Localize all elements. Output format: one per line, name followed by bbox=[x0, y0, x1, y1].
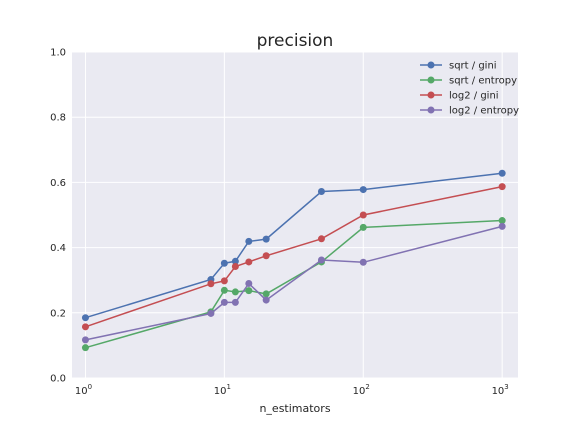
data-point bbox=[81, 323, 89, 331]
legend-marker bbox=[427, 76, 435, 84]
x-tick-label: 103 bbox=[492, 383, 509, 397]
x-tick-base: 10 bbox=[353, 386, 366, 397]
x-tick-exponent: 2 bbox=[365, 383, 369, 391]
x-tick-exponent: 0 bbox=[88, 383, 92, 391]
data-point bbox=[81, 344, 89, 352]
x-tick-base: 10 bbox=[214, 386, 227, 397]
x-tick-base: 10 bbox=[75, 386, 88, 397]
data-point bbox=[81, 336, 89, 344]
data-point bbox=[231, 298, 239, 306]
y-tick-label: 1.0 bbox=[50, 48, 66, 59]
series-2 bbox=[81, 183, 506, 331]
y-tick-label: 0.4 bbox=[50, 243, 66, 254]
x-tick-exponent: 3 bbox=[504, 383, 508, 391]
chart-title: precision bbox=[257, 31, 334, 51]
legend-label: sqrt / entropy bbox=[449, 76, 517, 87]
legend-item: sqrt / entropy bbox=[420, 76, 517, 87]
data-point bbox=[262, 235, 270, 243]
y-axis-ticks: 0.0 0.2 0.4 0.6 0.8 1.0 bbox=[50, 48, 66, 385]
series-0 bbox=[81, 169, 506, 322]
x-tick-exponent: 1 bbox=[226, 383, 230, 391]
data-point bbox=[220, 286, 228, 294]
legend-item: log2 / gini bbox=[420, 91, 499, 102]
data-point bbox=[359, 258, 367, 266]
data-point bbox=[220, 298, 228, 306]
legend-item: log2 / entropy bbox=[420, 106, 519, 117]
data-point bbox=[262, 290, 270, 298]
data-point bbox=[359, 223, 367, 231]
data-point bbox=[231, 288, 239, 296]
x-tick-label: 101 bbox=[214, 383, 231, 397]
data-point bbox=[359, 211, 367, 219]
data-point bbox=[262, 252, 270, 260]
y-tick-label: 0.2 bbox=[50, 308, 66, 319]
x-tick-base: 10 bbox=[492, 386, 505, 397]
data-point bbox=[498, 183, 506, 191]
data-point bbox=[262, 296, 270, 304]
series-3 bbox=[81, 222, 506, 344]
data-point bbox=[231, 263, 239, 271]
data-point bbox=[207, 280, 215, 288]
data-point bbox=[359, 186, 367, 194]
data-point bbox=[245, 279, 253, 287]
legend-item: sqrt / gini bbox=[420, 61, 497, 72]
legend-label: log2 / gini bbox=[449, 91, 499, 102]
legend-label: sqrt / gini bbox=[449, 61, 497, 72]
legend-label: log2 / entropy bbox=[449, 106, 519, 117]
data-point bbox=[498, 169, 506, 177]
x-axis-ticks: 100 101 102 103 bbox=[75, 383, 509, 397]
data-point bbox=[317, 235, 325, 243]
data-point bbox=[498, 217, 506, 225]
legend: sqrt / gini sqrt / entropy log2 / gini log2… bbox=[420, 61, 519, 117]
legend-marker bbox=[427, 106, 435, 114]
data-point bbox=[245, 258, 253, 266]
data-point bbox=[231, 257, 239, 265]
data-point bbox=[245, 287, 253, 295]
data-point bbox=[245, 237, 253, 245]
y-tick-label: 0.8 bbox=[50, 113, 66, 124]
data-point bbox=[317, 256, 325, 264]
series-lines bbox=[81, 169, 506, 352]
x-axis-label: n_estimators bbox=[259, 402, 330, 415]
x-tick-label: 100 bbox=[75, 383, 92, 397]
data-point bbox=[220, 277, 228, 285]
data-point bbox=[317, 188, 325, 196]
data-point bbox=[207, 309, 215, 317]
y-tick-label: 0.0 bbox=[50, 374, 66, 385]
legend-marker bbox=[427, 61, 435, 69]
data-point bbox=[81, 314, 89, 322]
data-point bbox=[498, 222, 506, 230]
x-tick-label: 102 bbox=[353, 383, 370, 397]
y-tick-label: 0.6 bbox=[50, 178, 66, 189]
data-point bbox=[220, 259, 228, 267]
legend-marker bbox=[427, 91, 435, 99]
